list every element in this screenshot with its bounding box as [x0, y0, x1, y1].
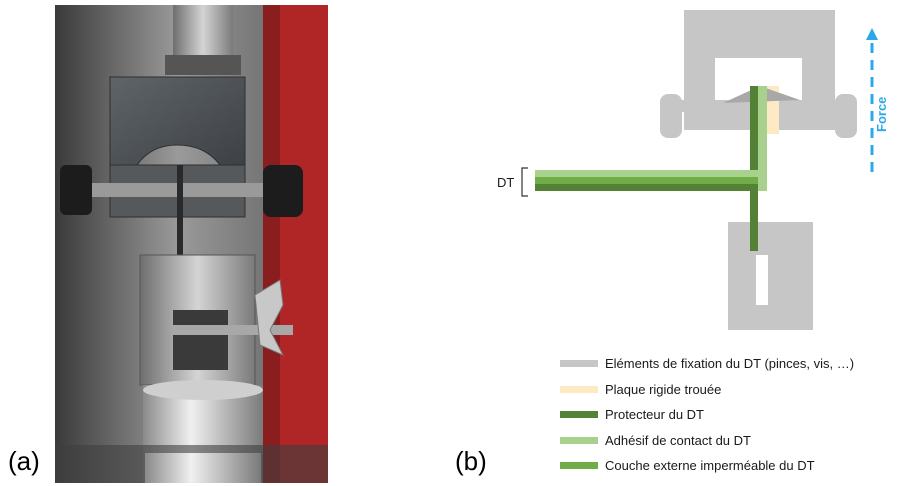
legend-swatch-fixation — [560, 360, 598, 367]
dt-bracket — [522, 168, 528, 196]
right-knob — [263, 165, 303, 217]
dt-adhesive-horizontal — [535, 170, 758, 177]
legend-item-rigid-plate: Plaque rigide trouée — [605, 382, 721, 397]
tensile-test-clamp-photo — [55, 5, 328, 483]
legend-item-adhesive: Adhésif de contact du DT — [605, 433, 751, 448]
panel-label-a: (a) — [8, 446, 40, 477]
lower-clamp-window — [173, 310, 228, 370]
legend-swatch-rigid-plate — [560, 386, 598, 393]
legend-item-fixation: Eléments de fixation du DT (pinces, vis,… — [605, 356, 854, 371]
sample-strip — [177, 165, 183, 265]
top-rod — [173, 5, 233, 60]
cylinder-top — [143, 380, 263, 400]
bottom-cylinder-front — [145, 453, 261, 483]
top-nut — [165, 55, 241, 75]
legend-swatch-protector — [560, 411, 598, 418]
left-knob — [60, 165, 92, 215]
legend-swatch-adhesive — [560, 437, 598, 444]
lower-fixation — [728, 222, 813, 330]
dt-outer-layer-horizontal — [535, 177, 758, 184]
lower-clamp-screw — [173, 325, 293, 335]
legend-item-protector: Protecteur du DT — [605, 407, 704, 422]
right-fixation-knob — [835, 94, 857, 138]
dt-protector-vertical — [750, 86, 758, 251]
force-label: Force — [874, 97, 889, 132]
legend: Eléments de fixation du DT (pinces, vis,… — [560, 356, 854, 473]
legend-item-outer-layer: Couche externe imperméable du DT — [605, 458, 815, 473]
dt-label: DT — [497, 175, 514, 190]
dt-corner — [758, 170, 767, 191]
force-arrow-icon — [866, 28, 878, 40]
legend-swatch-outer-layer — [560, 462, 598, 469]
dt-protector-horizontal — [535, 184, 758, 191]
clamp-screw — [85, 183, 290, 197]
red-panel-highlight — [280, 5, 328, 483]
left-fixation-knob — [660, 94, 682, 138]
schematic-diagram: DT Force Eléments de fixation du DT (pin… — [470, 0, 897, 486]
